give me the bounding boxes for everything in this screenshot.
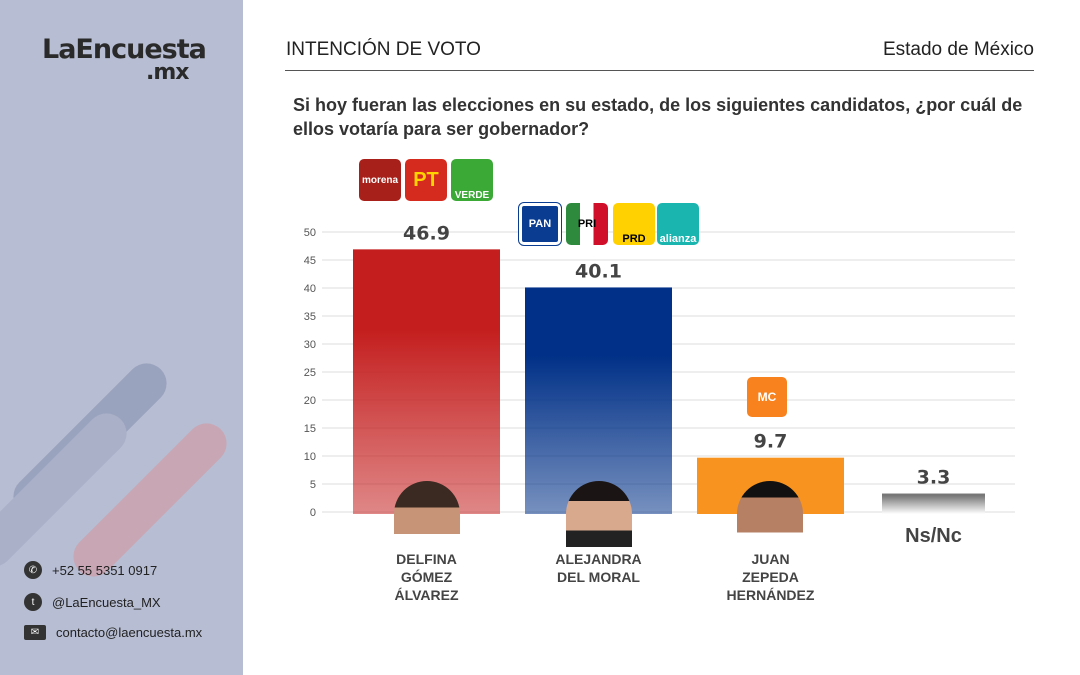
data-label: 9.7 xyxy=(754,431,788,453)
category-label-line: Ns/Nc xyxy=(905,525,962,547)
header-divider xyxy=(285,70,1034,71)
brand-logo: LaEncuesta xyxy=(42,34,207,65)
contact-email[interactable]: ✉ contacto@laencuesta.mx xyxy=(24,625,202,640)
candidate-photo-alejandra xyxy=(566,481,632,547)
contact-twitter[interactable]: t @LaEncuesta_MX xyxy=(24,593,161,611)
category-label-line: ÁLVAREZ xyxy=(394,587,459,603)
y-tick-label: 0 xyxy=(310,507,316,519)
prd-logo: PRD xyxy=(613,203,655,245)
candidate-photo-delfina xyxy=(394,481,460,547)
category-label-line: DEL MORAL xyxy=(557,569,640,585)
pt-logo: PT xyxy=(405,159,447,201)
y-tick-label: 15 xyxy=(304,423,316,435)
category-label-line: GÓMEZ xyxy=(400,569,453,585)
category-label-line: HERNÁNDEZ xyxy=(726,587,815,603)
y-tick-label: 25 xyxy=(304,367,316,379)
y-tick-label: 50 xyxy=(304,227,316,239)
bar xyxy=(882,493,985,514)
category-label: DELFINA GÓMEZ ÁLVAREZ xyxy=(352,550,502,604)
data-label: 46.9 xyxy=(403,222,450,244)
pan-logo: PAN xyxy=(518,202,562,246)
page-title: INTENCIÓN DE VOTO xyxy=(286,39,481,60)
candidate-photo-juan xyxy=(737,481,803,547)
phone-text: +52 55 5351 0917 xyxy=(52,562,158,578)
twitter-icon: t xyxy=(24,593,42,611)
data-label: 3.3 xyxy=(917,467,951,489)
category-label: JUAN ZEPEDA HERNÁNDEZ xyxy=(696,550,846,604)
category-label: ALEJANDRA DEL MORAL xyxy=(524,550,674,586)
whatsapp-icon: ✆ xyxy=(24,561,42,579)
y-tick-label: 30 xyxy=(304,339,316,351)
mail-icon: ✉ xyxy=(24,625,46,640)
category-label-line: DELFINA xyxy=(396,551,457,567)
category-label-line: ALEJANDRA xyxy=(555,551,642,567)
email-text: contacto@laencuesta.mx xyxy=(56,625,203,640)
sidebar: LaEncuesta .mx ✆ +52 55 5351 0917 t @LaEnc… xyxy=(0,0,243,675)
mc-logo: MC xyxy=(747,377,787,417)
verde-logo: VERDE xyxy=(451,159,493,201)
brand-logo-suffix: .mx xyxy=(146,60,189,85)
alianza-logo: alianza xyxy=(657,203,699,245)
y-tick-label: 35 xyxy=(304,311,316,323)
survey-question: Si hoy fueran las elecciones en su estad… xyxy=(293,95,1023,139)
y-tick-label: 10 xyxy=(304,451,316,463)
morena-logo: morena xyxy=(359,159,401,201)
category-label-line: JUAN xyxy=(751,551,790,567)
y-tick-label: 45 xyxy=(304,255,316,267)
twitter-text: @LaEncuesta_MX xyxy=(52,594,161,610)
bar xyxy=(525,287,672,514)
category-label: Ns/Nc xyxy=(859,525,1009,547)
y-tick-label: 5 xyxy=(310,479,316,491)
y-tick-label: 40 xyxy=(304,283,316,295)
contact-phone[interactable]: ✆ +52 55 5351 0917 xyxy=(24,561,157,579)
category-label-line: ZEPEDA xyxy=(742,569,799,585)
data-label: 40.1 xyxy=(575,260,622,282)
pri-logo: PRI xyxy=(566,203,608,245)
y-tick-label: 20 xyxy=(304,395,316,407)
bar xyxy=(353,249,500,515)
region-label: Estado de México xyxy=(882,39,1034,60)
